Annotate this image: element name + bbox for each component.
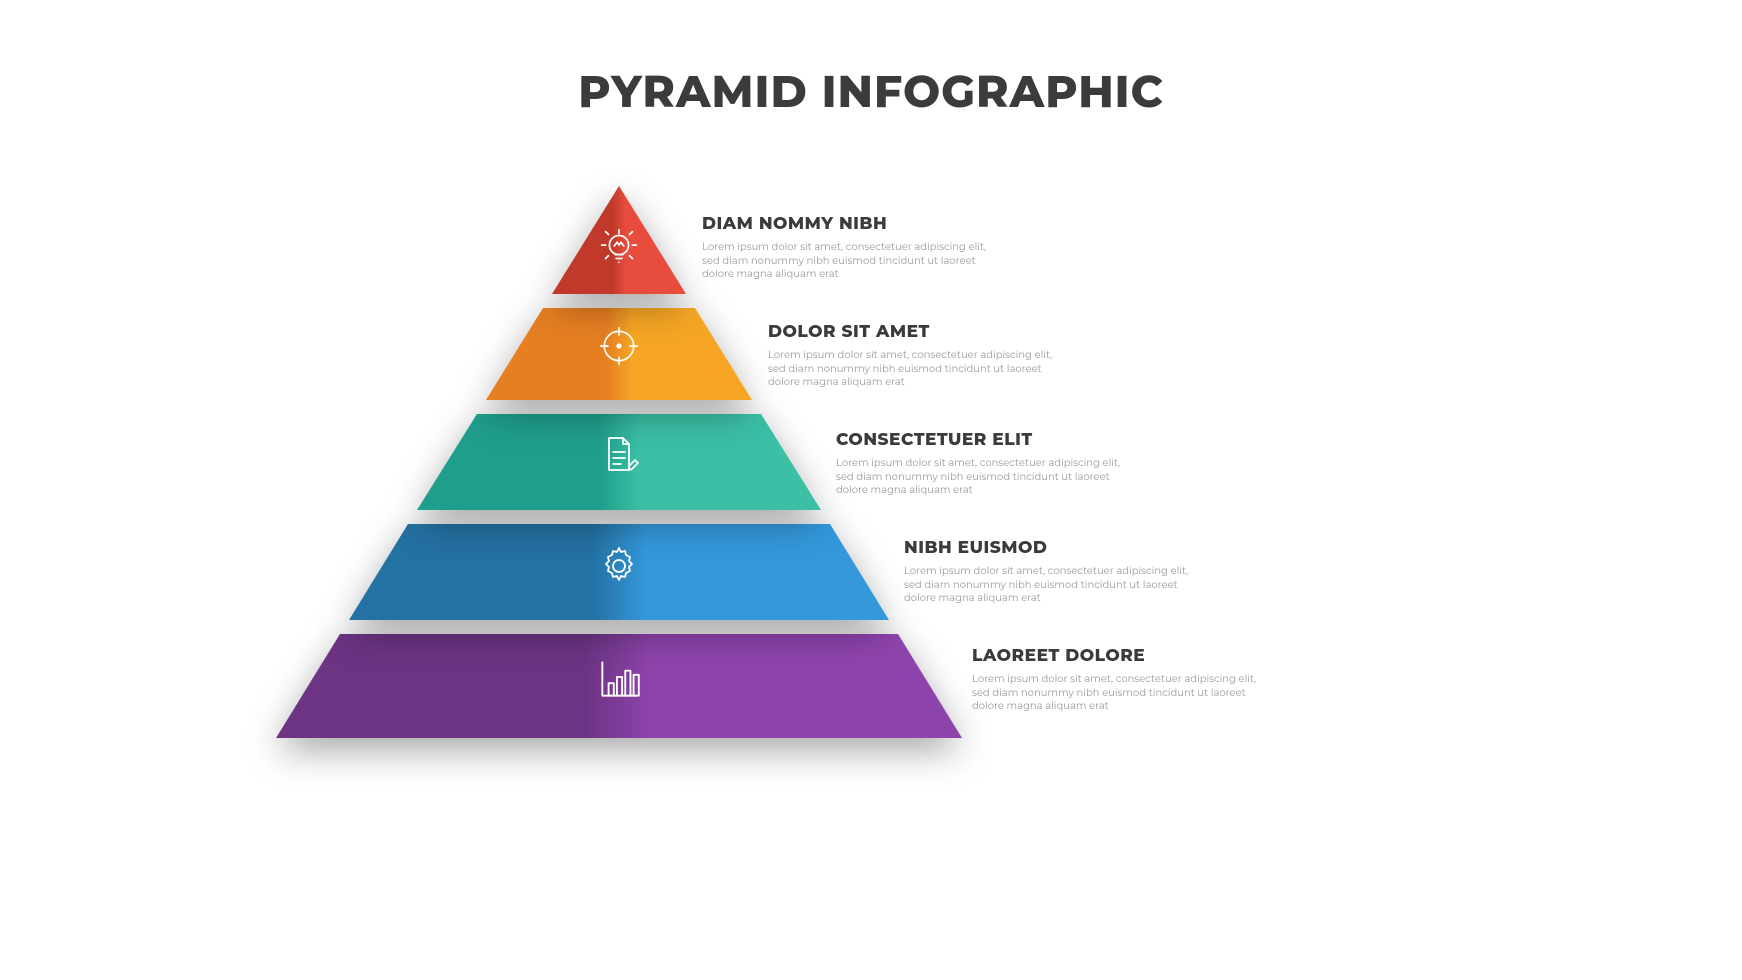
annotation-heading: LAOREET DOLORE <box>972 646 1272 666</box>
annotation-level-3: CONSECTETUER ELIT Lorem ipsum dolor sit … <box>836 430 1136 497</box>
target-icon <box>597 324 641 368</box>
lightbulb-icon <box>596 224 642 270</box>
annotation-body: Lorem ipsum dolor sit amet, consectetuer… <box>836 456 1136 497</box>
barchart-icon <box>594 654 644 704</box>
annotation-body: Lorem ipsum dolor sit amet, consectetuer… <box>768 348 1068 389</box>
annotation-level-5: LAOREET DOLORE Lorem ipsum dolor sit ame… <box>972 646 1272 713</box>
annotation-body: Lorem ipsum dolor sit amet, consectetuer… <box>702 240 1002 281</box>
annotation-heading: DIAM NOMMY NIBH <box>702 214 1002 234</box>
annotation-heading: DOLOR SIT AMET <box>768 322 1068 342</box>
annotation-level-1: DIAM NOMMY NIBH Lorem ipsum dolor sit am… <box>702 214 1002 281</box>
infographic-stage: PYRAMID INFOGRAPHIC DIAM NOMMY NIBH Lore… <box>0 0 1742 980</box>
gear-icon <box>595 542 643 590</box>
annotation-level-4: NIBH EUISMOD Lorem ipsum dolor sit amet,… <box>904 538 1204 605</box>
annotation-body: Lorem ipsum dolor sit amet, consectetuer… <box>972 672 1272 713</box>
annotation-heading: NIBH EUISMOD <box>904 538 1204 558</box>
annotation-level-2: DOLOR SIT AMET Lorem ipsum dolor sit ame… <box>768 322 1068 389</box>
pyramid: DIAM NOMMY NIBH Lorem ipsum dolor sit am… <box>0 0 1742 980</box>
annotation-heading: CONSECTETUER ELIT <box>836 430 1136 450</box>
document-icon <box>595 432 643 480</box>
annotation-body: Lorem ipsum dolor sit amet, consectetuer… <box>904 564 1204 605</box>
